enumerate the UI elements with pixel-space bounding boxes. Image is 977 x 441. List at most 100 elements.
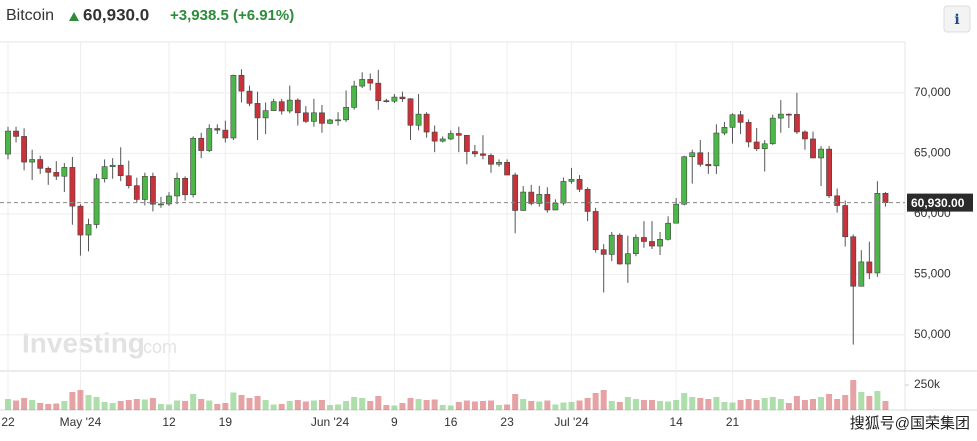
candle-body [335, 119, 341, 122]
volume-bar [93, 397, 100, 410]
volume-bar [721, 402, 728, 410]
candle-body [560, 181, 567, 204]
volume-bar [407, 398, 414, 410]
x-tick-label: 16 [444, 415, 458, 429]
candle-body [415, 113, 422, 126]
volume-bar [101, 402, 108, 410]
volume-bar [616, 402, 623, 410]
volume-bar [270, 404, 277, 410]
candle-body [721, 127, 728, 134]
volume-bar [753, 400, 760, 410]
candle-body [834, 195, 841, 206]
candle-body [431, 131, 438, 142]
candle-body [874, 192, 881, 274]
candle-body [101, 166, 108, 180]
volume-bar [391, 405, 398, 410]
volume-bar [423, 400, 430, 410]
x-tick-label: 23 [500, 415, 514, 429]
volume-bar [149, 398, 156, 410]
volume-bar [53, 403, 60, 410]
volume-bar [842, 395, 849, 410]
candle-body [254, 103, 261, 119]
volume-bar [785, 403, 792, 410]
watermark-suffix: .com [138, 337, 177, 357]
volume-bar [254, 396, 261, 410]
volume-bar [335, 404, 342, 410]
candle-body [480, 153, 486, 156]
volume-bar [882, 401, 889, 410]
volume-bar [801, 400, 808, 410]
volume-bar [640, 400, 647, 410]
volume-bar [359, 398, 366, 410]
candle-body [45, 168, 52, 173]
volume-bar [697, 398, 704, 410]
candle-body [616, 234, 623, 265]
candle-body [858, 261, 865, 287]
candle-body [133, 185, 140, 200]
volume-bar [657, 401, 664, 410]
volume-bar [496, 405, 503, 410]
info-icon[interactable]: i [954, 12, 959, 28]
x-tick-label: 21 [726, 415, 740, 429]
volume-bar [866, 396, 873, 410]
volume-bar [665, 401, 672, 410]
volume-bar [777, 399, 784, 410]
candle-body [866, 261, 873, 274]
volume-bar [182, 401, 189, 410]
candle-body [351, 85, 358, 108]
candle-body [753, 141, 760, 150]
candle-body [286, 99, 293, 112]
volume-bar [600, 390, 607, 410]
candle-body [77, 205, 84, 236]
candle-body [206, 128, 213, 151]
volume-bar [552, 404, 559, 410]
candle-body [222, 129, 229, 139]
candle-body [423, 113, 430, 133]
x-tick-label: 14 [669, 415, 683, 429]
volume-bar [21, 398, 28, 410]
candle-body [504, 162, 510, 176]
candle-body [761, 143, 768, 150]
candle-body [471, 151, 478, 155]
candle-body [5, 130, 11, 155]
volume-bar [318, 400, 325, 410]
candle-body [375, 82, 382, 102]
volume-bar [29, 400, 36, 410]
volume-bar [544, 400, 551, 410]
candle-body [463, 135, 470, 152]
volume-bar [278, 404, 285, 410]
volume-bar [262, 400, 269, 410]
volume-bar [745, 399, 752, 410]
candle-body [657, 238, 663, 247]
candle-body [608, 234, 615, 255]
info-button[interactable] [943, 5, 971, 33]
candle-body [198, 137, 205, 151]
candle-body [383, 100, 390, 103]
volume-bar [673, 400, 680, 410]
volume-bar [351, 397, 358, 410]
volume-bar [560, 402, 567, 410]
candle-body [793, 114, 800, 133]
volume-bar [109, 403, 116, 410]
candle-body [262, 110, 269, 119]
candle-body [568, 179, 575, 182]
volume-bar [141, 399, 148, 410]
candle-body [769, 117, 776, 145]
volume-bar [536, 401, 543, 410]
volume-bar [367, 401, 374, 410]
candle-body [729, 114, 736, 128]
x-tick-label: 22 [1, 415, 15, 429]
x-tick-label: Jul '24 [554, 415, 589, 429]
volume-bar [439, 405, 446, 410]
volume-bar [471, 401, 478, 410]
volume-tick-label: 250k [914, 377, 941, 391]
volume-bar [383, 405, 390, 410]
candle-body [294, 99, 301, 114]
x-tick-label: May '24 [60, 415, 102, 429]
candle-body [705, 164, 712, 167]
candle-body [29, 159, 36, 163]
volume-bar [246, 398, 253, 410]
volume-bar [568, 402, 575, 410]
volume-bar [632, 399, 639, 410]
